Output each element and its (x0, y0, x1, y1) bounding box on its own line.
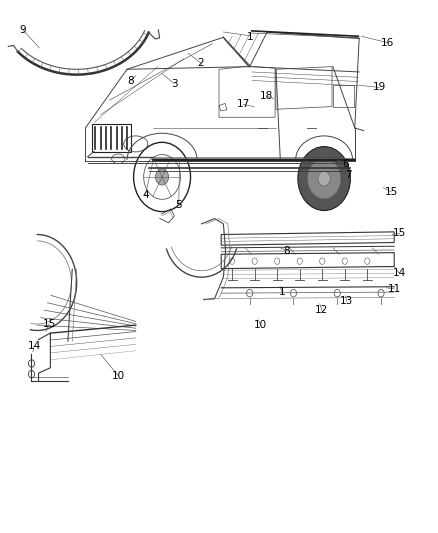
Text: 8: 8 (127, 76, 134, 86)
Text: 11: 11 (388, 284, 401, 294)
Text: 1: 1 (246, 33, 253, 42)
Circle shape (298, 147, 350, 211)
Text: 17: 17 (237, 100, 250, 109)
Circle shape (155, 169, 169, 185)
Circle shape (307, 158, 341, 199)
Text: 10: 10 (254, 320, 267, 330)
Text: 14: 14 (393, 269, 406, 278)
Text: 15: 15 (385, 187, 398, 197)
Text: 8: 8 (283, 246, 290, 255)
Text: 3: 3 (171, 79, 178, 88)
Text: 2: 2 (197, 58, 204, 68)
Text: 14: 14 (28, 342, 41, 351)
Text: 13: 13 (340, 296, 353, 306)
Text: 15: 15 (42, 319, 56, 329)
Text: 19: 19 (373, 83, 386, 92)
Text: 12: 12 (315, 305, 328, 315)
Text: 9: 9 (19, 25, 26, 35)
Text: 10: 10 (112, 371, 125, 381)
Text: 1: 1 (279, 287, 286, 297)
Text: 15: 15 (393, 229, 406, 238)
Text: 6: 6 (343, 159, 350, 169)
Text: 18: 18 (260, 91, 273, 101)
Text: 5: 5 (175, 200, 182, 210)
Text: 16: 16 (381, 38, 394, 47)
Text: 4: 4 (142, 190, 149, 199)
Circle shape (318, 171, 330, 186)
Text: 7: 7 (345, 170, 352, 180)
